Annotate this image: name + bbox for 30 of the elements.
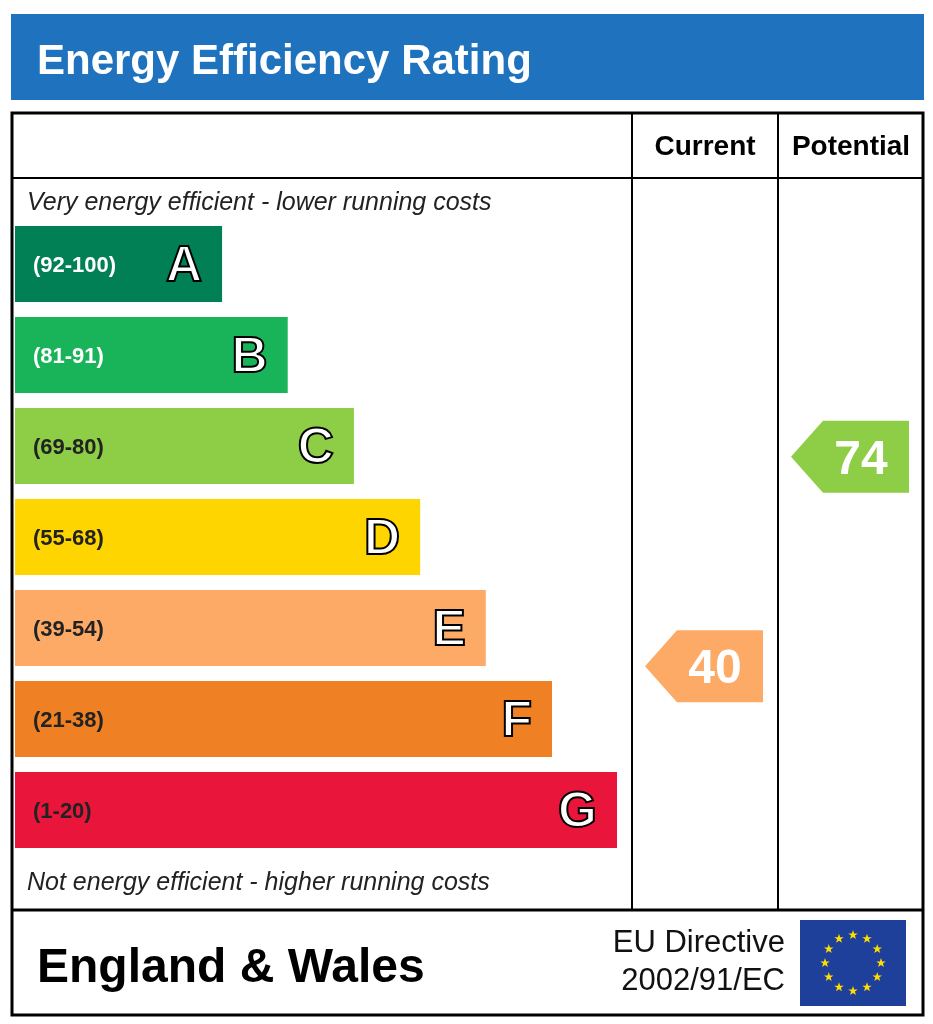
- annotation: (39-54): [33, 616, 104, 641]
- y-tick-label: A: [165, 236, 203, 292]
- annotation: (1-20): [33, 798, 92, 823]
- bar: [15, 499, 421, 575]
- y-tick-label: B: [231, 327, 268, 383]
- bar: [15, 226, 223, 302]
- annotation: (81-91): [33, 343, 104, 368]
- text: Very energy efficient - lower running costs: [27, 187, 492, 215]
- chart-title: Energy Efficiency Rating: [37, 36, 532, 83]
- y-tick-label: E: [432, 600, 466, 656]
- text: 40: [688, 640, 742, 694]
- text: EU Directive 2002/91/EC: [612, 924, 785, 997]
- y-tick-label: C: [297, 418, 334, 474]
- y-tick-label: G: [558, 782, 597, 838]
- annotation: (92-100): [33, 252, 117, 277]
- text: Potential: [791, 130, 911, 161]
- annotation: (21-38): [33, 707, 104, 732]
- bar: [15, 590, 486, 666]
- annotation: (69-80): [33, 434, 104, 459]
- text: England & Wales: [37, 939, 425, 992]
- annotation: (55-68): [33, 525, 104, 550]
- y-tick-label: F: [501, 691, 532, 747]
- bar: [15, 317, 288, 393]
- text: 74: [834, 430, 888, 484]
- y-tick-label: D: [364, 509, 401, 565]
- bar: [15, 681, 552, 757]
- text: Current: [654, 130, 756, 161]
- text: Not energy efficient - higher running costs: [27, 867, 490, 895]
- bar: [15, 408, 354, 484]
- bar: [15, 772, 617, 848]
